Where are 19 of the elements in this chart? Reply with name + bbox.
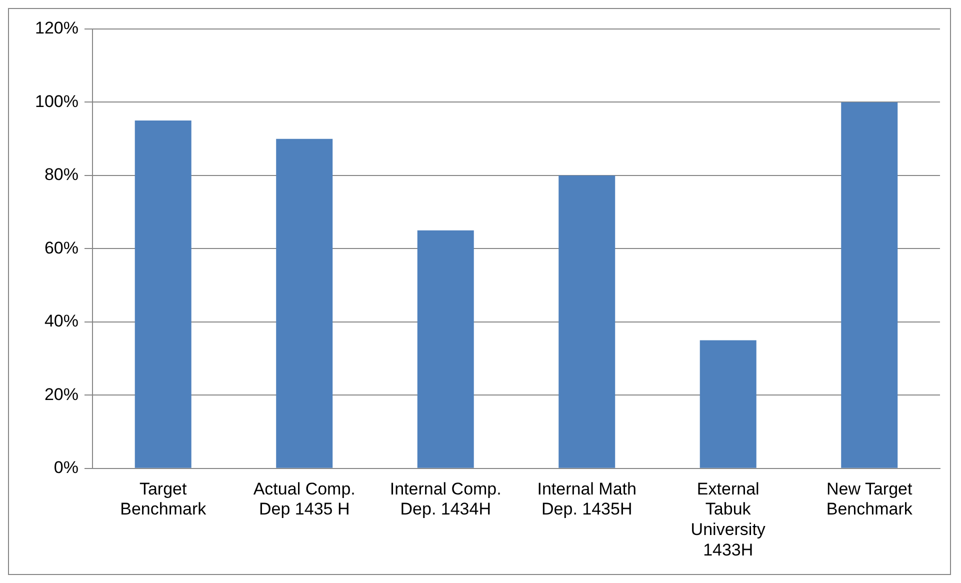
x-tick-label: Actual Comp. Dep 1435 H (253, 479, 356, 519)
y-tick-label: 0% (54, 458, 78, 478)
bar (558, 175, 616, 468)
bar (276, 138, 333, 468)
x-tick-label: Internal Comp. Dep. 1434H (390, 479, 502, 519)
bar (134, 120, 192, 468)
y-tick-label: 80% (44, 165, 78, 184)
y-tick-label: 20% (44, 384, 78, 404)
y-tick-label: 60% (44, 238, 78, 258)
bar (417, 230, 474, 468)
x-tick-label: Internal Math Dep. 1435H (537, 479, 636, 519)
x-tick-label: Target Benchmark (120, 479, 207, 519)
y-tick-label: 100% (34, 92, 78, 111)
x-tick-label: External Tabuk University 1433H (690, 479, 766, 560)
x-tick-label: New Target Benchmark (826, 479, 913, 519)
bar (700, 340, 756, 468)
y-tick-label: 120% (34, 18, 78, 38)
y-tick-label: 40% (44, 312, 78, 331)
bar (841, 102, 898, 468)
